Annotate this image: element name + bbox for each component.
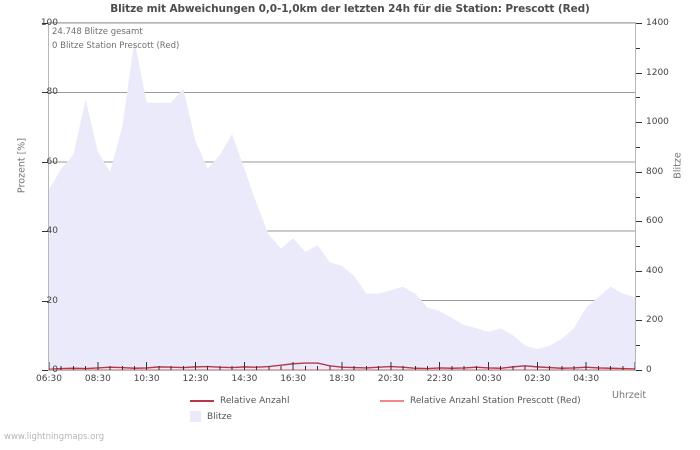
legend-label: Blitze xyxy=(207,411,232,422)
y-tick-mark-left xyxy=(42,23,48,24)
y-tick-mark-left xyxy=(42,161,48,163)
x-tick-label: 08:30 xyxy=(84,374,111,384)
chart-svg xyxy=(49,23,635,370)
y-tick-left: 80 xyxy=(46,87,58,98)
chart-title: Blitze mit Abweichungen 0,0-1,0km der le… xyxy=(110,3,590,15)
y-tick-mark-right xyxy=(636,171,642,173)
footer-url: www.lightningmaps.org xyxy=(4,432,105,442)
y-tick-right: 0 xyxy=(646,365,652,375)
y-tick-mark-right-minor xyxy=(636,47,640,49)
y-tick-mark-left xyxy=(42,370,48,371)
plot-area xyxy=(48,22,636,371)
y-axis-right-label: Blitze xyxy=(672,152,684,179)
annotation-total: 24.748 Blitze gesamt xyxy=(52,27,143,37)
legend-swatch-line xyxy=(190,400,214,402)
x-tick-label: 16:30 xyxy=(280,374,307,384)
legend-label: Relative Anzahl xyxy=(220,396,290,406)
y-tick-left: 60 xyxy=(46,156,58,167)
legend-swatch-line xyxy=(380,400,404,402)
x-tick-label: 20:30 xyxy=(377,374,404,384)
y-tick-mark-right-minor xyxy=(636,97,640,99)
x-tick-label: 04:30 xyxy=(573,374,600,384)
x-tick-label: 00:30 xyxy=(475,374,502,384)
y-tick-mark-right xyxy=(636,23,642,24)
y-tick-right: 1200 xyxy=(646,67,669,78)
legend-item-relative-anzahl: Relative Anzahl xyxy=(190,396,289,406)
y-tick-left: 20 xyxy=(46,295,58,306)
y-tick-mark-left xyxy=(42,231,48,233)
y-tick-mark-right-minor xyxy=(636,196,640,198)
legend-swatch-box xyxy=(190,411,201,422)
y-tick-left: 100 xyxy=(40,18,58,28)
x-tick-label: 12:30 xyxy=(182,374,209,384)
plot-inner xyxy=(49,23,635,370)
y-axis-left-label: Prozent [%] xyxy=(16,137,28,194)
legend-label: Relative Anzahl Station Prescott (Red) xyxy=(410,396,581,406)
x-tick-label: 14:30 xyxy=(231,374,258,384)
x-tick-label: 10:30 xyxy=(133,374,160,384)
legend-item-relative-anzahl-station: Relative Anzahl Station Prescott (Red) xyxy=(380,396,581,406)
x-axis-label: Uhrzeit xyxy=(612,390,647,401)
y-tick-left: 40 xyxy=(46,226,58,237)
y-tick-mark-right xyxy=(636,122,642,124)
x-tick-label: 18:30 xyxy=(329,374,355,384)
y-tick-mark-right-minor xyxy=(636,345,640,347)
y-tick-mark-right xyxy=(636,320,642,322)
y-tick-right: 600 xyxy=(646,216,664,227)
y-tick-left: 0 xyxy=(52,365,58,375)
y-tick-mark-right-minor xyxy=(636,246,640,248)
y-tick-mark-left xyxy=(42,300,48,302)
y-tick-mark-right-minor xyxy=(636,146,640,148)
y-tick-right: 1000 xyxy=(646,117,669,128)
annotation-station: 0 Blitze Station Prescott (Red) xyxy=(52,41,180,51)
y-tick-mark-left xyxy=(42,92,48,94)
x-tick-label: 22:30 xyxy=(426,374,453,384)
y-tick-mark-right xyxy=(636,370,642,371)
y-tick-mark-right xyxy=(636,221,642,223)
x-tick-label: 02:30 xyxy=(524,374,551,384)
legend-item-blitze: Blitze xyxy=(190,411,232,422)
y-tick-right: 1400 xyxy=(646,18,669,28)
y-tick-mark-right xyxy=(636,72,642,74)
y-tick-mark-right-minor xyxy=(636,295,640,297)
y-tick-mark-right xyxy=(636,270,642,272)
y-tick-right: 200 xyxy=(646,315,664,326)
y-tick-right: 800 xyxy=(646,166,664,177)
y-tick-right: 400 xyxy=(646,265,664,276)
x-tick-label: 06:30 xyxy=(36,374,62,384)
